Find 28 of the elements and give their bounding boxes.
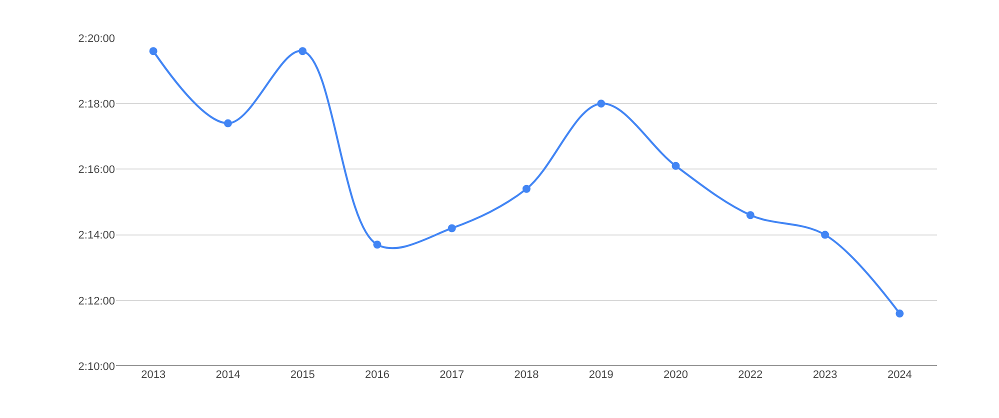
point xyxy=(597,100,606,108)
y-tick-label: 2:14:00 xyxy=(78,230,115,242)
x-tick-label: 2015 xyxy=(290,369,315,381)
x-tick-label: 2017 xyxy=(440,369,464,381)
point xyxy=(522,184,530,193)
y-tick-label: 2:18:00 xyxy=(78,98,115,110)
x-tick-label: 2019 xyxy=(588,369,614,381)
point xyxy=(224,119,232,128)
point xyxy=(448,224,456,232)
point xyxy=(672,162,680,170)
y-tick-label: 2:12:00 xyxy=(78,295,115,308)
x-tick-label: 2016 xyxy=(364,369,390,381)
x-tick-label: 2014 xyxy=(216,369,240,381)
point xyxy=(298,47,307,56)
y-tick-label: 2:16:00 xyxy=(78,164,115,176)
point xyxy=(746,211,754,220)
x-tick-label: 2023 xyxy=(812,369,838,381)
x-tick-label: 2013 xyxy=(141,369,166,381)
x-tick-label: 2020 xyxy=(664,369,688,381)
point xyxy=(373,240,382,249)
y-tick-label: 2:10:00 xyxy=(78,360,115,373)
x-tick-label: 2024 xyxy=(887,369,912,381)
point xyxy=(149,47,158,56)
x-tick-label: 2018 xyxy=(514,369,539,381)
point xyxy=(821,230,830,239)
x-tick-label: 2022 xyxy=(738,369,763,381)
point xyxy=(896,310,904,318)
y-tick-label: 2:20:00 xyxy=(78,32,115,45)
